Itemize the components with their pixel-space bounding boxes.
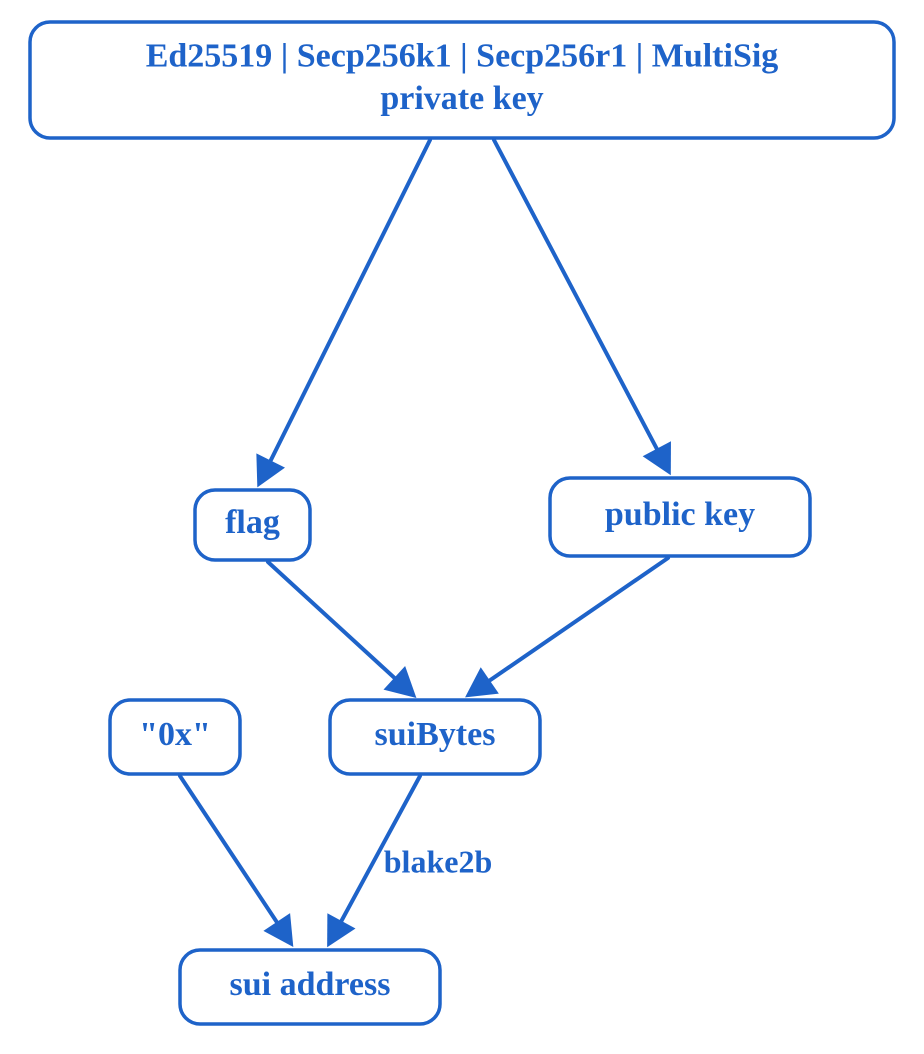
node-pubkey: public key xyxy=(550,478,810,556)
node-address: sui address xyxy=(180,950,440,1024)
node-pubkey-text-0: public key xyxy=(605,496,755,533)
edge-pubkey-suibytes xyxy=(470,558,668,694)
edges-layer: blake2b xyxy=(180,140,668,942)
edge-privkey-flag xyxy=(260,140,430,482)
node-privkey: Ed25519 | Secp256k1 | Secp256r1 | MultiS… xyxy=(30,22,894,138)
node-address-text-0: sui address xyxy=(230,966,391,1003)
node-suibytes-text-0: suiBytes xyxy=(375,716,496,753)
node-privkey-text-0: Ed25519 | Secp256k1 | Secp256r1 | MultiS… xyxy=(146,38,779,75)
node-ox-text-0: "0x" xyxy=(139,716,211,753)
node-flag: flag xyxy=(195,490,310,560)
node-suibytes: suiBytes xyxy=(330,700,540,774)
edge-ox-address xyxy=(180,776,290,942)
node-flag-text-0: flag xyxy=(225,504,280,541)
node-privkey-text-1: private key xyxy=(380,80,543,117)
flowchart-canvas: blake2b Ed25519 | Secp256k1 | Secp256r1 … xyxy=(0,0,924,1054)
edge-privkey-pubkey xyxy=(494,140,668,470)
edge-flag-suibytes xyxy=(268,562,412,694)
node-ox: "0x" xyxy=(110,700,240,774)
edge-label-suibytes-address: blake2b xyxy=(384,843,492,879)
